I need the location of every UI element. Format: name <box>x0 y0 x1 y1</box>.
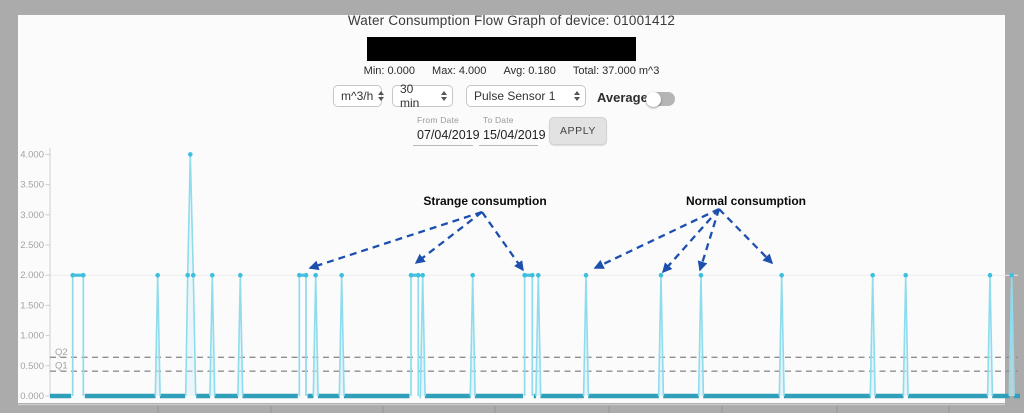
svg-text:Q2: Q2 <box>55 347 68 358</box>
svg-text:4.000: 4.000 <box>20 149 44 160</box>
stat-min: Min: 0.000 <box>363 65 415 77</box>
interval-select[interactable]: 30 min <box>392 82 453 110</box>
to-date-label: To Date <box>483 115 514 125</box>
stat-total: Total: 37.000 m^3 <box>572 65 660 77</box>
average-label: Average <box>597 90 648 105</box>
stepper-icon <box>574 91 580 101</box>
svg-text:2.500: 2.500 <box>20 240 44 251</box>
to-date-value[interactable]: 15/04/2019 <box>479 125 546 146</box>
svg-text:2.000: 2.000 <box>20 270 44 281</box>
unit-select-value: m^3/h <box>341 89 374 103</box>
from-date-label: From Date <box>417 115 459 125</box>
y-axis: 0.000 0.500 1.000 1.500 2.000 2.500 3.000 3.500… <box>20 148 51 402</box>
x-axis-dividers <box>18 403 1005 413</box>
stat-max: Max: 4.000 <box>432 65 487 77</box>
dashboard-card <box>18 15 1005 403</box>
flow-series <box>70 152 1015 397</box>
annotation-normal-consumption: Normal consumption <box>593 194 806 274</box>
svg-text:Strange consumption: Strange consumption <box>423 194 546 208</box>
interval-select-value: 30 min <box>400 82 420 110</box>
svg-text:1.500: 1.500 <box>20 300 44 311</box>
sensor-select[interactable]: Pulse Sensor 1 <box>466 85 586 107</box>
svg-text:1.000: 1.000 <box>20 331 44 342</box>
stat-avg: Avg: 0.180 <box>503 65 556 77</box>
stepper-icon <box>378 91 385 101</box>
from-date-value[interactable]: 07/04/2019 <box>413 125 480 146</box>
redacted-device-info <box>367 37 636 61</box>
annotation-strange-consumption: Strange consumption <box>308 194 547 272</box>
unit-select[interactable]: m^3/h <box>333 85 385 107</box>
page-title: Water Consumption Flow Graph of device: … <box>347 13 676 28</box>
from-date-field[interactable]: From Date 07/04/2019 <box>413 115 480 146</box>
svg-text:3.000: 3.000 <box>20 210 44 221</box>
to-date-field[interactable]: To Date 15/04/2019 <box>479 115 546 146</box>
svg-text:Q1: Q1 <box>55 361 68 372</box>
svg-text:3.500: 3.500 <box>20 180 44 191</box>
svg-text:0.500: 0.500 <box>20 361 44 372</box>
apply-button[interactable]: APPLY <box>549 117 607 145</box>
svg-text:0.000: 0.000 <box>20 391 44 402</box>
sensor-select-value: Pulse Sensor 1 <box>474 89 556 103</box>
svg-text:Normal consumption: Normal consumption <box>686 194 806 208</box>
average-toggle[interactable] <box>646 91 675 107</box>
stats-row: Min: 0.000 Max: 4.000 Avg: 0.180 Total: 37.0… <box>18 65 1005 77</box>
toggle-knob <box>646 91 661 107</box>
stepper-icon <box>441 91 447 101</box>
